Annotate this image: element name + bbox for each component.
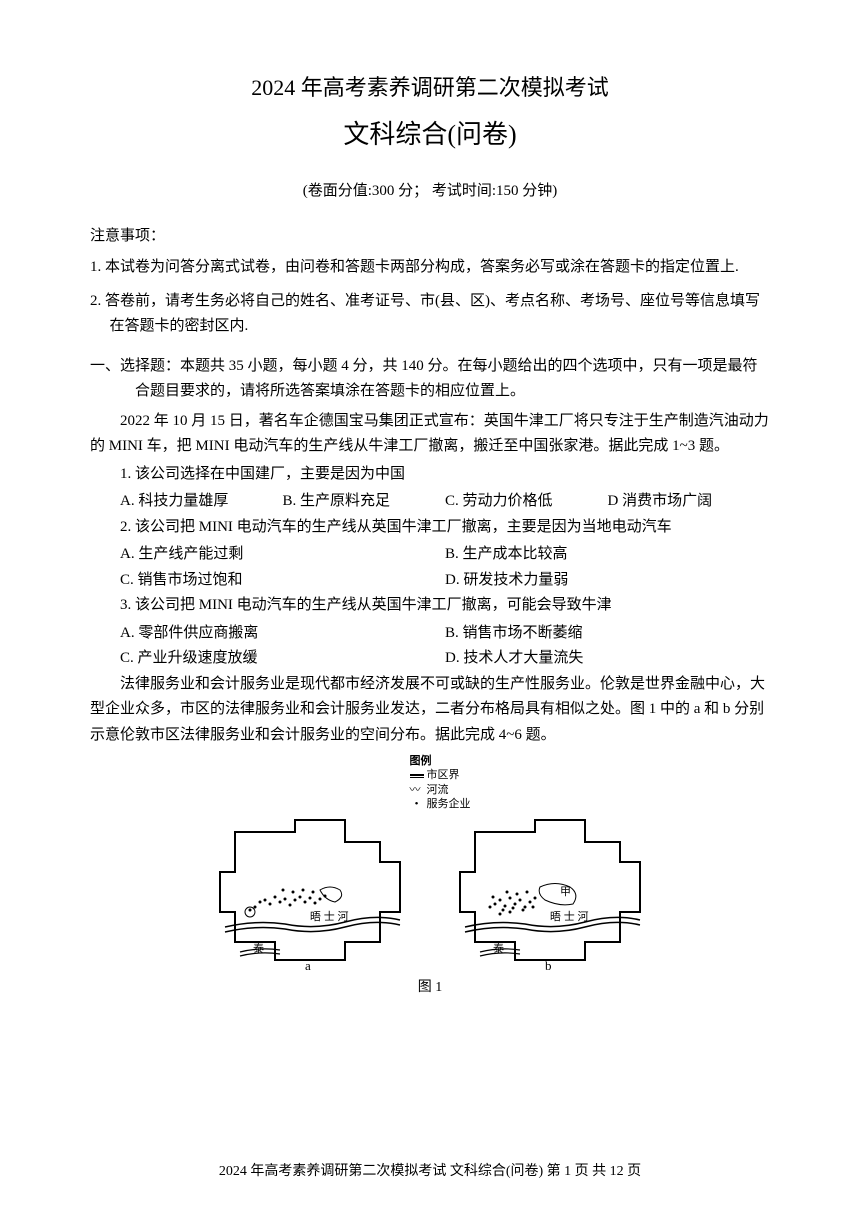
question-2-options-row2: C. 销售市场过饱和 D. 研发技术力量弱 [90,568,770,594]
q1-opt-a: A. 科技力量雄厚 [120,489,283,515]
q3-opt-b: B. 销售市场不断萎缩 [445,621,770,647]
q1-opt-c: C. 劳动力价格低 [445,489,608,515]
exam-info: (卷面分值:300 分； 考试时间:150 分钟) [90,179,770,200]
question-2: 2. 该公司把 MINI 电动汽车的生产线从英国牛津工厂撤离，主要是因为当地电动… [90,515,770,541]
q3-opt-d: D. 技术人才大量流失 [445,646,770,672]
figure-caption: 图 1 [90,976,770,996]
legend-boundary: 市区界 [410,768,471,782]
figure-legend: 图例 市区界 〰河流 •服务企业 [410,754,471,812]
map-b: 甲 晤 士 河 泰 b [445,812,655,972]
q2-opt-a: A. 生产线产能过剩 [120,542,445,568]
question-1: 1. 该公司选择在中国建厂，主要是因为中国 [90,462,770,488]
q3-opt-c: C. 产业升级速度放缓 [120,646,445,672]
q1-opt-b: B. 生产原料充足 [283,489,446,515]
passage-1: 2022 年 10 月 15 日，著名车企德国宝马集团正式宣布：英国牛津工厂将只… [90,409,770,460]
river-label-a2: 泰 [253,941,264,955]
page-footer: 2024 年高考素养调研第二次模拟考试 文科综合(问卷) 第 1 页 共 12 … [0,1160,860,1180]
q3-opt-a: A. 零部件供应商搬离 [120,621,445,647]
notice-item-1: 1. 本试卷为问答分离式试卷，由问卷和答题卡两部分构成，答案务必写或涂在答题卡的… [90,255,770,281]
passage-2: 法律服务业和会计服务业是现代都市经济发展不可或缺的生产性服务业。伦敦是世界金融中… [90,672,770,749]
question-3-options-row2: C. 产业升级速度放缓 D. 技术人才大量流失 [90,646,770,672]
notice-item-2: 2. 答卷前，请考生务必将自己的姓名、准考证号、市(县、区)、考点名称、考场号、… [90,289,770,340]
map-b-label: b [545,958,552,972]
legend-title: 图例 [410,754,471,768]
section-header: 一、选择题：本题共 35 小题，每小题 4 分，共 140 分。在每小题给出的四… [90,354,770,405]
q2-opt-c: C. 销售市场过饱和 [120,568,445,594]
figure-1: 图例 市区界 〰河流 •服务企业 [90,758,770,996]
question-2-options-row1: A. 生产线产能过剩 B. 生产成本比较高 [90,542,770,568]
river-label-a: 晤 士 河 [310,910,349,923]
marker-label-b: 甲 [560,886,571,898]
question-3-options-row1: A. 零部件供应商搬离 B. 销售市场不断萎缩 [90,621,770,647]
q2-opt-d: D. 研发技术力量弱 [445,568,770,594]
map-a-label: a [305,958,311,972]
question-3: 3. 该公司把 MINI 电动汽车的生产线从英国牛津工厂撤离，可能会导致牛津 [90,593,770,619]
legend-river: 〰河流 [410,783,471,798]
river-label-b: 晤 士 河 [550,910,589,923]
question-1-options: A. 科技力量雄厚 B. 生产原料充足 C. 劳动力价格低 D 消费市场广阔 [90,489,770,515]
map-a: 晤 士 河 泰 a [205,812,415,972]
map-b-svg: 甲 晤 士 河 泰 b [445,812,655,972]
q1-opt-d: D 消费市场广阔 [608,489,771,515]
title-main: 2024 年高考素养调研第二次模拟考试 [90,70,770,102]
notice-label: 注意事项： [90,224,770,245]
map-a-svg: 晤 士 河 泰 a [205,812,415,972]
q2-opt-b: B. 生产成本比较高 [445,542,770,568]
legend-enterprise: •服务企业 [410,797,471,811]
river-label-b2: 泰 [493,941,504,955]
title-sub: 文科综合(问卷) [90,114,770,151]
